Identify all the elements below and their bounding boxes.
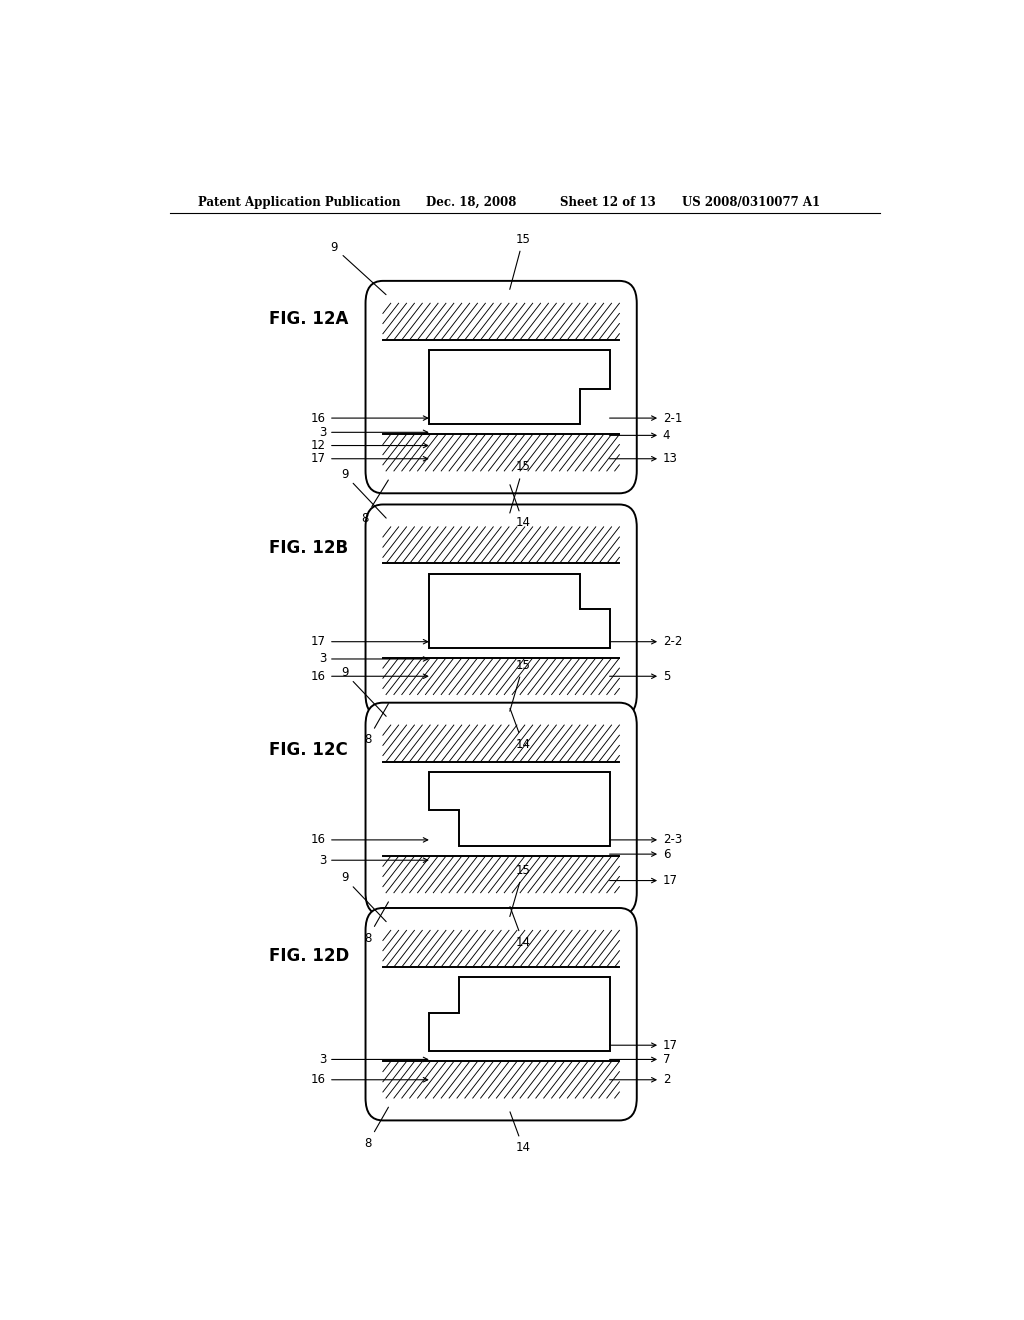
Text: 4: 4 xyxy=(609,429,671,442)
Text: 6: 6 xyxy=(609,847,671,861)
Polygon shape xyxy=(383,564,620,657)
Text: 17: 17 xyxy=(311,635,428,648)
Text: 2: 2 xyxy=(609,1073,671,1086)
Text: 17: 17 xyxy=(609,874,678,887)
Text: 15: 15 xyxy=(510,461,530,513)
Text: 9: 9 xyxy=(341,667,386,717)
Text: 17: 17 xyxy=(609,1039,678,1052)
Text: 8: 8 xyxy=(360,480,388,525)
Text: FIG. 12D: FIG. 12D xyxy=(268,948,349,965)
Text: US 2008/0310077 A1: US 2008/0310077 A1 xyxy=(682,195,820,209)
Text: 16: 16 xyxy=(311,833,428,846)
Text: FIG. 12B: FIG. 12B xyxy=(268,539,348,557)
Text: 14: 14 xyxy=(510,709,530,751)
Text: 7: 7 xyxy=(609,1053,671,1067)
FancyBboxPatch shape xyxy=(366,504,637,717)
Text: 16: 16 xyxy=(311,412,428,425)
Text: 9: 9 xyxy=(341,467,386,519)
Text: 9: 9 xyxy=(331,242,386,294)
FancyBboxPatch shape xyxy=(366,908,637,1121)
Polygon shape xyxy=(429,350,610,424)
Text: 2-3: 2-3 xyxy=(609,833,682,846)
FancyBboxPatch shape xyxy=(366,281,637,494)
Polygon shape xyxy=(429,977,610,1051)
Text: 2-1: 2-1 xyxy=(609,412,682,425)
Text: 17: 17 xyxy=(311,453,428,465)
Text: 8: 8 xyxy=(365,704,388,746)
Text: 16: 16 xyxy=(311,1073,428,1086)
Polygon shape xyxy=(383,968,620,1061)
Text: 15: 15 xyxy=(510,659,530,711)
Text: 13: 13 xyxy=(609,453,678,465)
Text: 3: 3 xyxy=(318,652,428,665)
Text: FIG. 12A: FIG. 12A xyxy=(268,310,348,327)
Polygon shape xyxy=(383,339,620,434)
Polygon shape xyxy=(429,772,610,846)
FancyBboxPatch shape xyxy=(366,702,637,915)
Text: 14: 14 xyxy=(510,1111,530,1155)
Text: 16: 16 xyxy=(311,669,428,682)
Text: 8: 8 xyxy=(365,902,388,945)
Text: 8: 8 xyxy=(365,1107,388,1150)
Text: Sheet 12 of 13: Sheet 12 of 13 xyxy=(560,195,656,209)
Text: FIG. 12C: FIG. 12C xyxy=(268,741,347,759)
Text: 14: 14 xyxy=(510,907,530,949)
Text: 3: 3 xyxy=(318,1053,428,1067)
Text: 3: 3 xyxy=(318,854,428,867)
Text: Dec. 18, 2008: Dec. 18, 2008 xyxy=(426,195,517,209)
Text: Patent Application Publication: Patent Application Publication xyxy=(198,195,400,209)
Text: 5: 5 xyxy=(609,669,670,682)
Text: 2-2: 2-2 xyxy=(609,635,682,648)
Text: 15: 15 xyxy=(510,232,530,289)
Polygon shape xyxy=(429,574,610,648)
Polygon shape xyxy=(383,762,620,857)
Text: 14: 14 xyxy=(510,484,530,529)
Text: 3: 3 xyxy=(318,426,428,438)
Text: 9: 9 xyxy=(341,871,386,921)
Text: 15: 15 xyxy=(510,863,530,916)
Text: 12: 12 xyxy=(311,440,428,451)
